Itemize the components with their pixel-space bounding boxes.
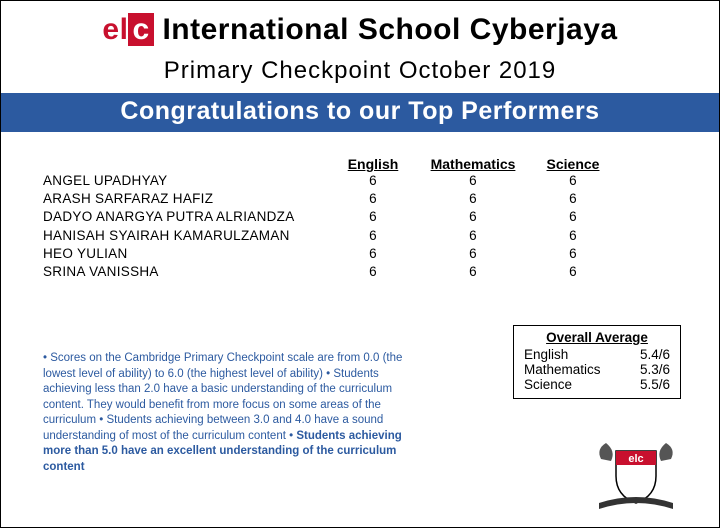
col-name-header — [43, 156, 323, 172]
average-row: Science 5.5/6 — [524, 377, 670, 392]
score-science: 6 — [523, 263, 623, 281]
score-math: 6 — [423, 263, 523, 281]
overall-average-box: Overall Average English 5.4/6 Mathematics 5… — [513, 325, 681, 399]
average-label: Mathematics — [524, 362, 601, 377]
score-science: 6 — [523, 208, 623, 226]
average-title: Overall Average — [524, 330, 670, 345]
average-value: 5.3/6 — [640, 362, 670, 377]
score-english: 6 — [323, 263, 423, 281]
student-name: DADYO ANARGYA PUTRA ALRIANDZA — [43, 208, 323, 226]
score-english: 6 — [323, 172, 423, 190]
average-value: 5.5/6 — [640, 377, 670, 392]
table-header-row: English Mathematics Science — [43, 156, 643, 172]
svg-text:elc: elc — [628, 453, 643, 465]
results-table: English Mathematics Science ANGEL UPADHY… — [43, 156, 643, 281]
header-title: elc International School Cyberjaya — [1, 1, 719, 47]
score-math: 6 — [423, 245, 523, 263]
score-science: 6 — [523, 190, 623, 208]
average-row: English 5.4/6 — [524, 347, 670, 362]
average-row: Mathematics 5.3/6 — [524, 362, 670, 377]
elc-logo: elc — [102, 13, 162, 46]
table-row: SRINA VANISSHA666 — [43, 263, 643, 281]
average-label: English — [524, 347, 568, 362]
student-name: ARASH SARFARAZ HAFIZ — [43, 190, 323, 208]
col-math-header: Mathematics — [423, 156, 523, 172]
score-math: 6 — [423, 227, 523, 245]
table-row: HANISAH SYAIRAH KAMARULZAMAN666 — [43, 227, 643, 245]
score-english: 6 — [323, 245, 423, 263]
footnote-part1: • Scores on the Cambridge Primary Checkp… — [43, 352, 402, 442]
table-row: ARASH SARFARAZ HAFIZ666 — [43, 190, 643, 208]
score-science: 6 — [523, 227, 623, 245]
school-crest-icon: elc — [591, 431, 681, 511]
table-row: HEO YULIAN666 — [43, 245, 643, 263]
score-science: 6 — [523, 172, 623, 190]
score-math: 6 — [423, 190, 523, 208]
table-row: DADYO ANARGYA PUTRA ALRIANDZA666 — [43, 208, 643, 226]
footnote-text: • Scores on the Cambridge Primary Checkp… — [43, 351, 423, 475]
average-label: Science — [524, 377, 572, 392]
score-english: 6 — [323, 227, 423, 245]
score-science: 6 — [523, 245, 623, 263]
congrats-banner: Congratulations to our Top Performers — [1, 93, 719, 132]
subtitle: Primary Checkpoint October 2019 — [1, 57, 719, 85]
logo-letter-c: c — [128, 13, 153, 46]
score-math: 6 — [423, 172, 523, 190]
student-name: SRINA VANISSHA — [43, 263, 323, 281]
student-name: ANGEL UPADHYAY — [43, 172, 323, 190]
student-name: HANISAH SYAIRAH KAMARULZAMAN — [43, 227, 323, 245]
student-name: HEO YULIAN — [43, 245, 323, 263]
score-english: 6 — [323, 208, 423, 226]
logo-letter-e: e — [102, 13, 119, 46]
col-english-header: English — [323, 156, 423, 172]
table-row: ANGEL UPADHYAY666 — [43, 172, 643, 190]
score-english: 6 — [323, 190, 423, 208]
score-math: 6 — [423, 208, 523, 226]
school-name: International School Cyberjaya — [162, 13, 617, 46]
col-science-header: Science — [523, 156, 623, 172]
average-value: 5.4/6 — [640, 347, 670, 362]
